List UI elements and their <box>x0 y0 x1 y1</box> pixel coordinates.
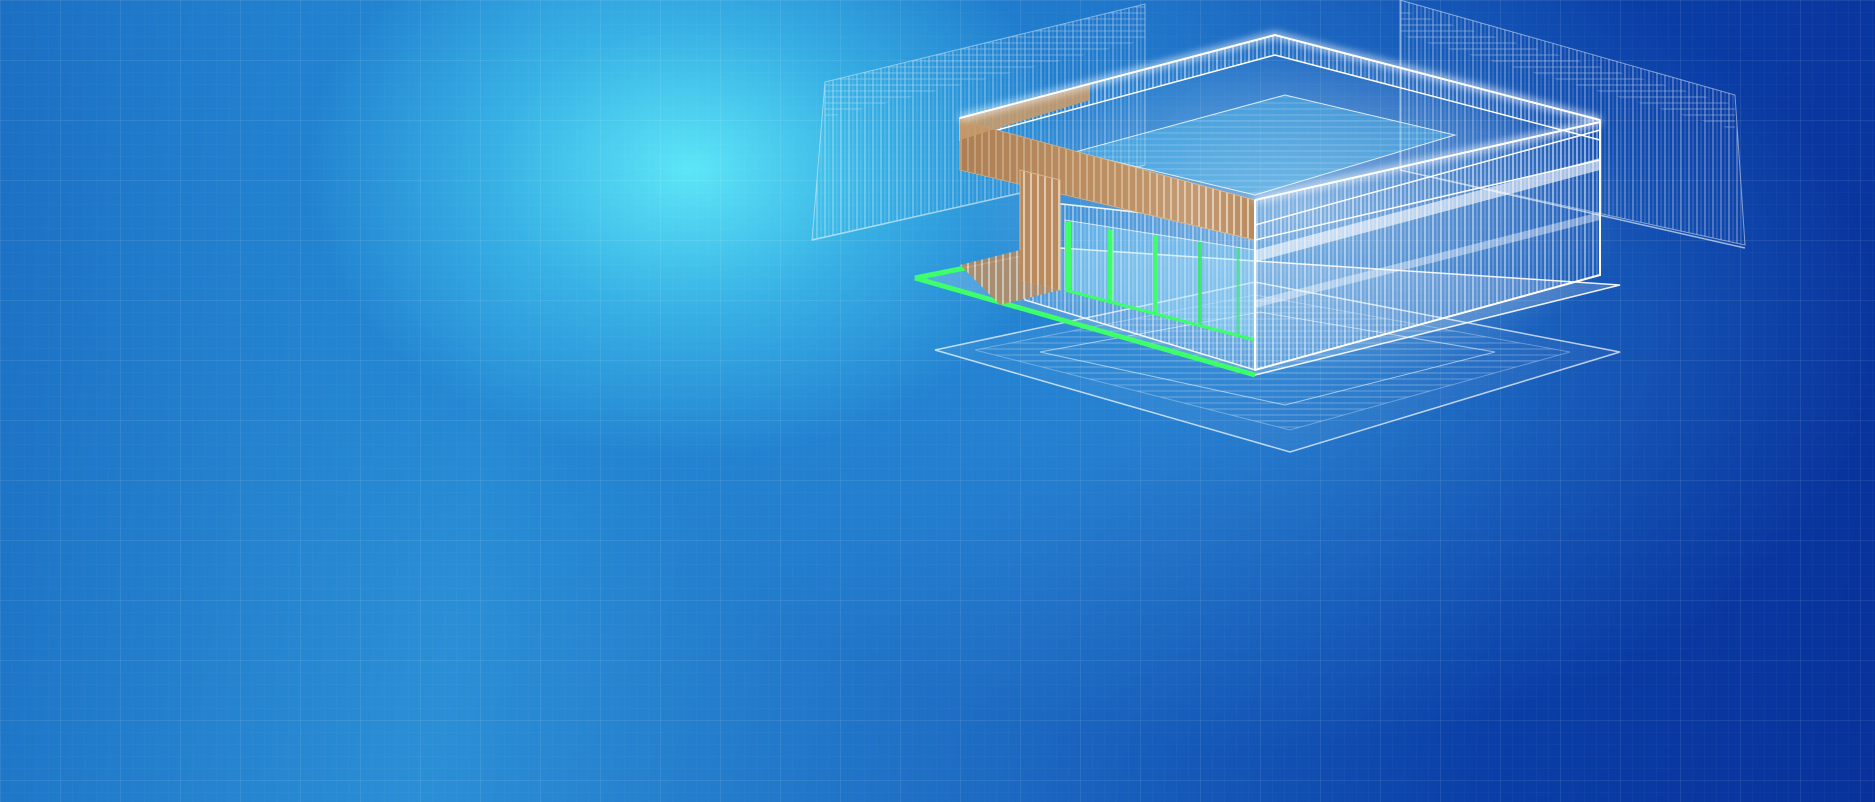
wood-column-wall <box>960 169 1061 305</box>
building-wireframe-body <box>1024 129 1601 372</box>
crisp-edges <box>959 33 1601 371</box>
glass-curtain-wall <box>1064 219 1256 342</box>
